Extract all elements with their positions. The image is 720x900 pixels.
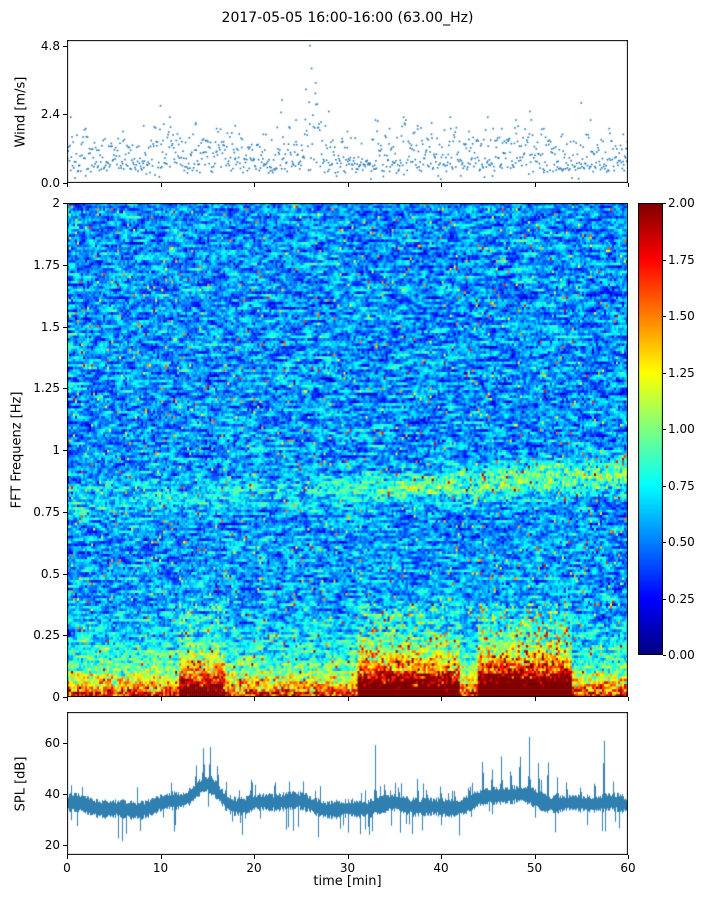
wind-y-tick-label: 2.4: [40, 107, 60, 122]
spl-x-tick-mark: [254, 855, 255, 859]
colorbar-tick-label: 1.50: [668, 309, 695, 323]
colorbar-tick-mark: [663, 598, 666, 600]
colorbar-tick-mark: [663, 316, 666, 317]
x-tick-label: 0: [63, 861, 71, 875]
spl-x-tick-mark: [628, 855, 629, 859]
colorbar-tick-mark: [663, 655, 666, 656]
fft-y-tick-label: 0.25: [33, 628, 60, 643]
fft-x-tick-mark: [347, 697, 349, 701]
colorbar-tick-mark: [663, 485, 666, 487]
x-tick-label: 40: [433, 861, 449, 875]
fft-y-tick-mark: [63, 697, 67, 698]
fft-y-tick-mark: [63, 635, 67, 637]
x-tick-label: 50: [526, 861, 543, 875]
fft-x-tick-mark: [67, 697, 68, 701]
fft-y-tick-label: 0: [52, 690, 60, 704]
wind-x-tick-mark: [254, 183, 255, 187]
fft-y-tick-label: 2: [52, 196, 60, 210]
colorbar-tick-mark: [663, 372, 666, 374]
wind-y-tick-label: 4.8: [40, 38, 60, 53]
wind-y-tick-mark: [63, 114, 67, 116]
spl-y-tick-label: 60: [44, 735, 60, 750]
wind-y-tick-label: 0.0: [40, 176, 60, 190]
fft-y-tick-label: 0.75: [33, 504, 60, 519]
fft-spectrogram-heatmap: [67, 203, 628, 697]
spl-x-tick-mark: [160, 855, 162, 859]
fft-y-tick-label: 1: [52, 443, 60, 457]
fft-y-tick-mark: [63, 450, 67, 451]
spl-y-tick-mark: [63, 742, 67, 744]
wind-x-tick-mark: [160, 183, 162, 187]
spl-y-tick-label: 40: [44, 786, 60, 801]
fft-y-tick-mark: [63, 388, 67, 390]
fft-x-tick-mark: [254, 697, 255, 701]
spl-y-axis-label: SPL [dB]: [13, 756, 29, 812]
spl-x-tick-mark: [67, 855, 68, 859]
x-tick-label: 60: [620, 861, 636, 875]
fft-y-tick-label: 0.5: [40, 566, 60, 581]
wind-x-tick-mark: [67, 183, 68, 187]
colorbar-tick-label: 0.25: [668, 591, 695, 606]
x-tick-label: 10: [152, 861, 169, 875]
fft-y-tick-mark: [63, 573, 67, 575]
fft-y-tick-mark: [63, 326, 67, 328]
x-tick-label: 20: [246, 861, 262, 875]
fft-y-tick-label: 1.5: [40, 319, 60, 334]
fft-y-tick-mark: [63, 511, 67, 513]
fft-x-tick-mark: [160, 697, 162, 701]
fft-y-tick-mark: [63, 203, 67, 204]
wind-x-tick-mark: [441, 183, 442, 187]
wind-y-axis-label: Wind [m/s]: [13, 76, 29, 148]
spl-x-tick-mark: [347, 855, 349, 859]
x-tick-label: 30: [339, 861, 356, 875]
colorbar-tick-label: 1.25: [668, 365, 695, 380]
fft-x-tick-mark: [628, 697, 629, 701]
colorbar-tick-mark: [663, 203, 666, 204]
x-axis-label: time [min]: [313, 874, 382, 889]
wind-x-tick-mark: [347, 183, 349, 187]
fft-y-axis-label: FFT Frequenz [Hz]: [9, 391, 25, 509]
wind-y-tick-mark: [63, 183, 67, 184]
colorbar: [638, 203, 663, 655]
spl-y-tick-mark: [63, 844, 67, 846]
colorbar-tick-mark: [663, 259, 666, 261]
fft-y-tick-label: 1.25: [33, 381, 60, 396]
colorbar-tick-label: 2.00: [668, 196, 695, 210]
spl-line-plot: [67, 712, 628, 855]
spl-x-tick-mark: [441, 855, 442, 859]
colorbar-tick-label: 0.00: [668, 648, 695, 662]
fft-y-tick-mark: [63, 264, 67, 266]
colorbar-tick-label: 0.50: [668, 535, 695, 549]
spl-x-tick-mark: [534, 855, 536, 859]
spl-y-tick-mark: [63, 793, 67, 795]
wind-x-tick-mark: [534, 183, 536, 187]
wind-x-tick-mark: [628, 183, 629, 187]
spl-y-tick-label: 20: [44, 837, 60, 852]
fft-y-tick-label: 1.75: [33, 257, 60, 272]
fft-x-tick-mark: [534, 697, 536, 701]
colorbar-tick-label: 0.75: [668, 478, 695, 493]
colorbar-tick-label: 1.75: [668, 252, 695, 267]
fft-x-tick-mark: [441, 697, 442, 701]
wind-scatter-plot: [67, 40, 628, 183]
colorbar-tick-mark: [663, 542, 666, 543]
figure-title: 2017-05-05 16:00-16:00 (63.00_Hz): [221, 10, 474, 26]
wind-y-tick-mark: [63, 45, 67, 47]
colorbar-tick-mark: [663, 429, 666, 430]
colorbar-tick-label: 1.00: [668, 422, 695, 436]
